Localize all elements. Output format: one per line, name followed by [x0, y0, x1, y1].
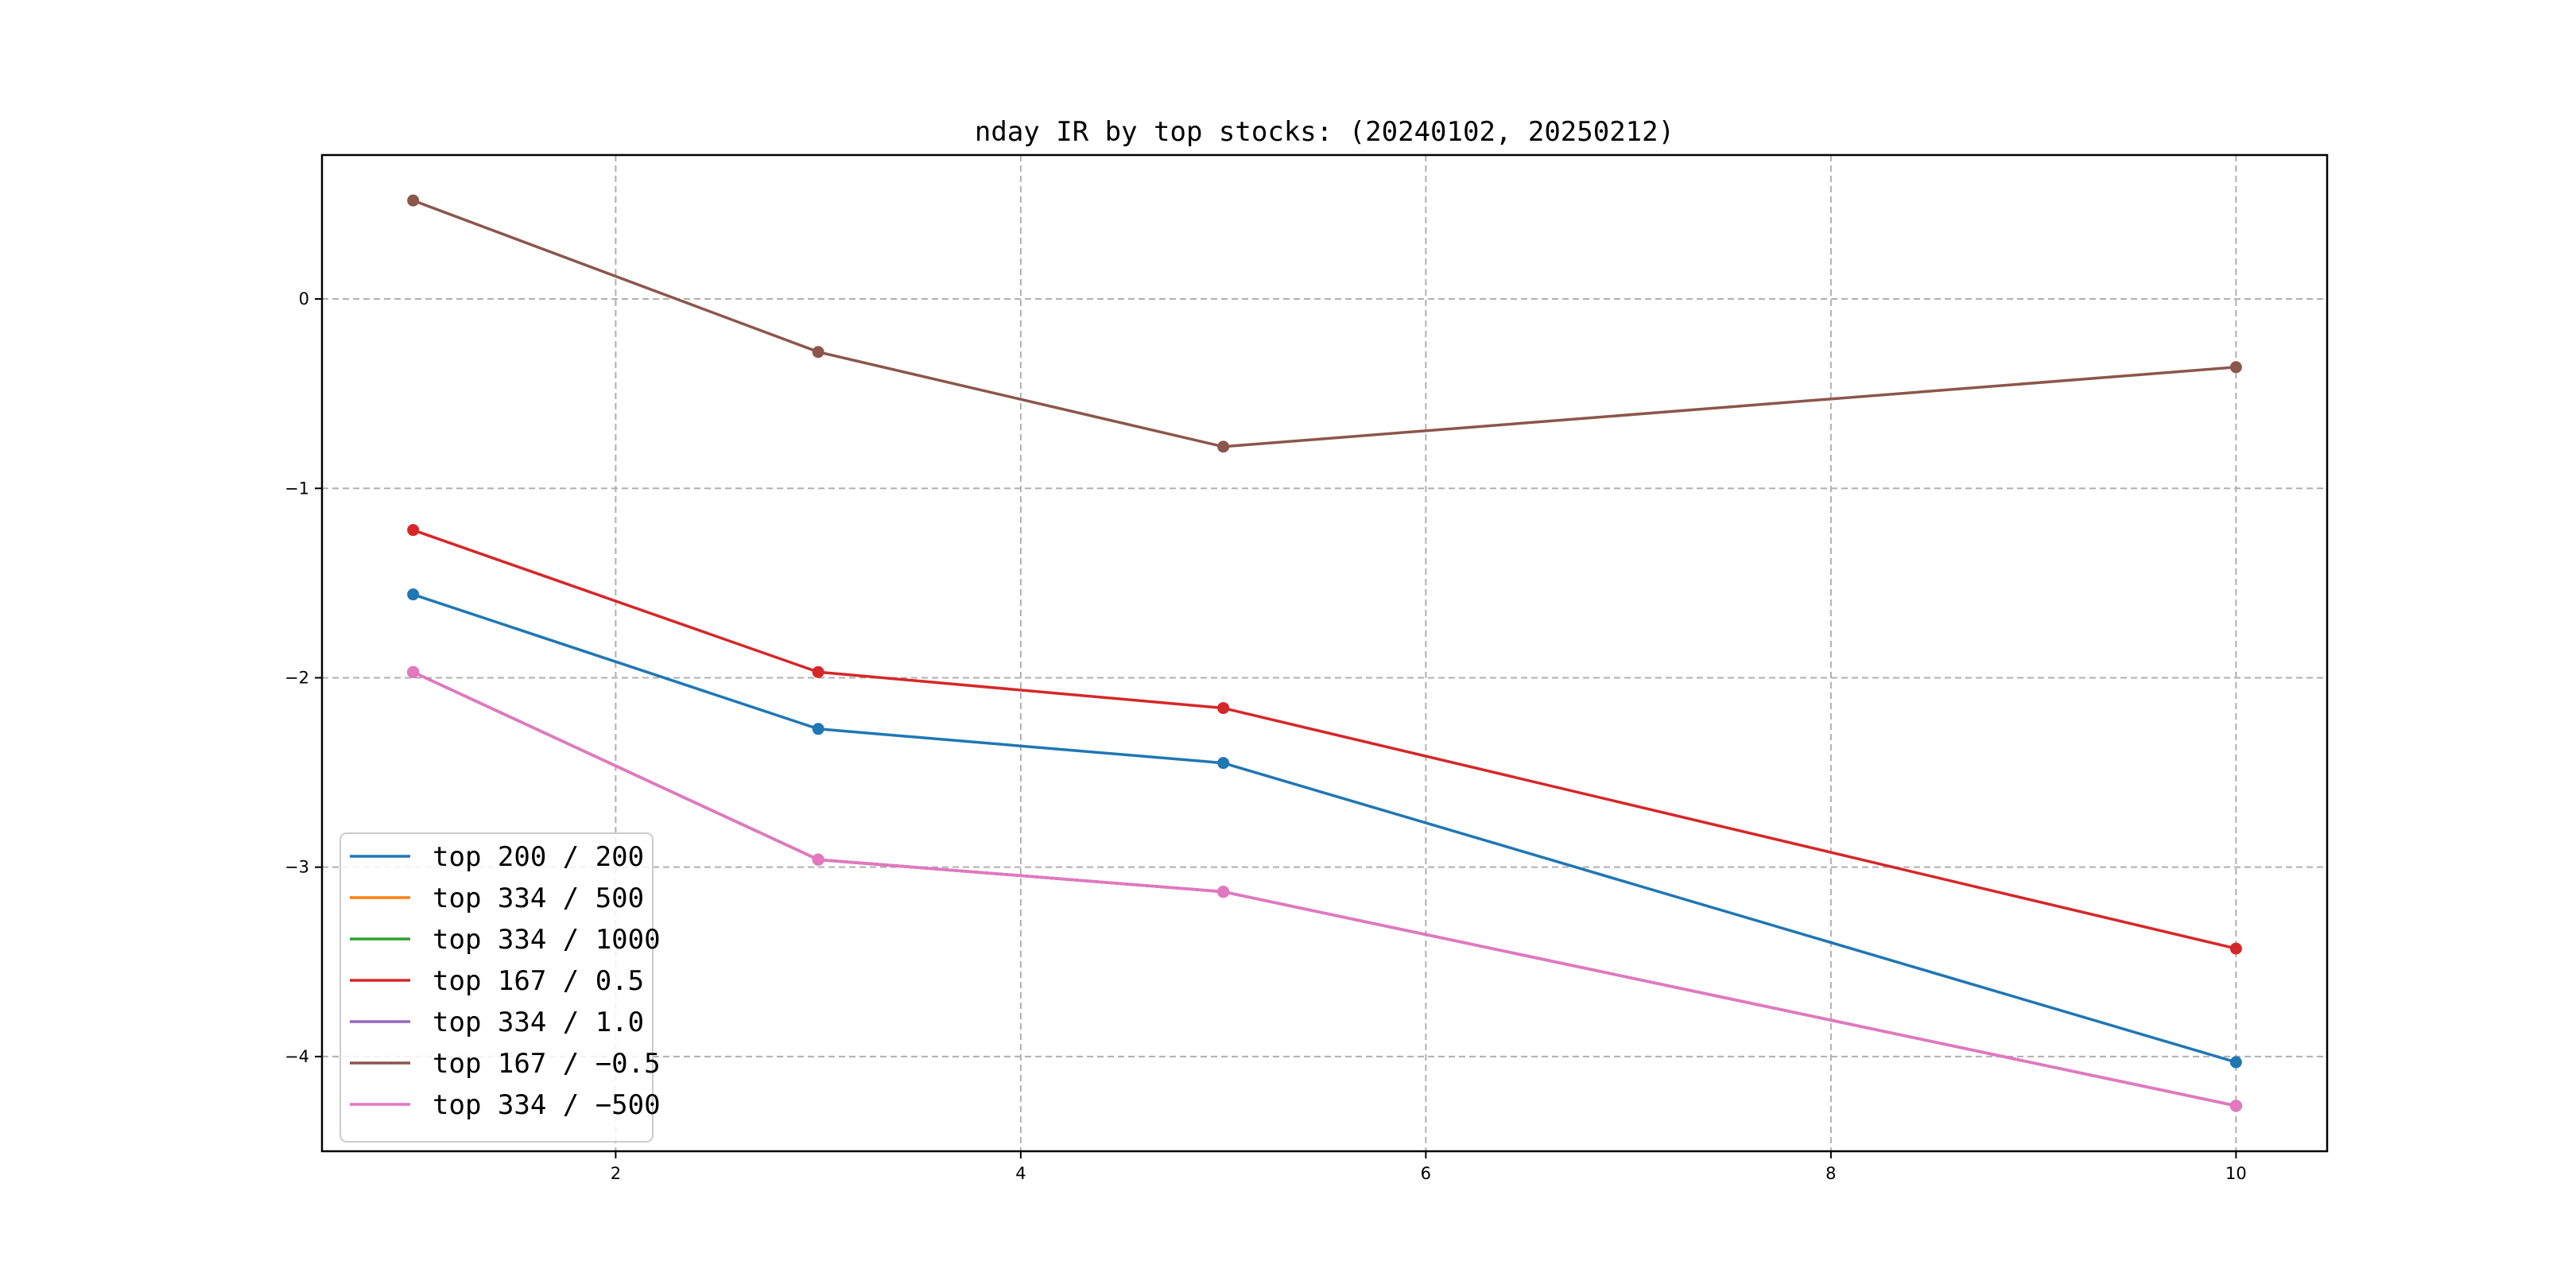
x-tick-label: 2 — [611, 1164, 621, 1183]
y-tick-label: −1 — [285, 479, 309, 498]
data-point — [407, 194, 420, 207]
legend-item: top 167 / 0.5 — [350, 965, 644, 997]
series-line — [413, 529, 2237, 950]
legend-item: top 200 / 200 — [350, 841, 644, 873]
x-tick-label: 8 — [1825, 1164, 1836, 1183]
series-6 — [407, 194, 2242, 453]
y-tick-label: 0 — [299, 289, 309, 308]
data-point — [2229, 361, 2242, 374]
series-7 — [407, 665, 2242, 1112]
axis-ticks: 2 4 6 8 10 0 −1 −2 −3 −4 — [285, 289, 2247, 1183]
data-point — [1217, 757, 1230, 770]
data-point — [407, 665, 420, 678]
legend: top 200 / 200 top 334 / 500 top 334 / 1000… — [339, 832, 661, 1143]
y-tick-label: −4 — [285, 1047, 309, 1066]
data-point — [407, 524, 420, 537]
grid-lines — [322, 155, 2327, 1151]
data-point — [2229, 1056, 2242, 1069]
data-point — [407, 588, 420, 601]
legend-box — [339, 832, 654, 1143]
x-tick-label: 4 — [1015, 1164, 1026, 1183]
plot-frame — [320, 153, 2329, 1153]
legend-label: top 334 / −500 — [433, 1089, 661, 1121]
legend-label: top 334 / 1.0 — [433, 1007, 644, 1038]
legend-label: top 167 / 0.5 — [433, 965, 644, 997]
series-line — [412, 670, 2237, 1108]
legend-item: top 334 / −500 — [350, 1089, 661, 1121]
legend-item: top 334 / 1.0 — [350, 1007, 644, 1038]
legend-label: top 200 / 200 — [433, 841, 644, 873]
series-line — [412, 670, 2237, 1108]
data-point — [2229, 942, 2242, 955]
x-tick-label: 6 — [1421, 1164, 1431, 1183]
series-line — [412, 670, 2237, 1108]
data-point — [812, 723, 824, 735]
data-point — [812, 665, 824, 678]
series-4 — [407, 524, 2242, 955]
series-line — [412, 670, 2237, 1108]
legend-label: top 334 / 1000 — [433, 924, 661, 956]
series-line — [412, 199, 2237, 448]
legend-label: top 334 / 500 — [433, 883, 644, 914]
data-point — [1217, 886, 1230, 898]
y-tick-label: −3 — [285, 858, 309, 877]
data-point — [1217, 440, 1230, 453]
series-line — [413, 593, 2237, 1064]
legend-item: top 334 / 500 — [350, 883, 644, 914]
legend-label: top 167 / −0.5 — [433, 1048, 661, 1080]
x-tick-label: 10 — [2225, 1164, 2247, 1183]
data-point — [1217, 702, 1230, 715]
data-point — [2229, 1100, 2242, 1112]
y-tick-label: −2 — [285, 668, 309, 687]
data-point — [812, 346, 824, 359]
legend-item: top 167 / −0.5 — [350, 1048, 661, 1080]
series-lines — [407, 194, 2242, 1112]
series-1 — [407, 588, 2242, 1069]
data-point — [812, 853, 824, 866]
legend-item: top 334 / 1000 — [350, 924, 661, 956]
chart-title: nday IR by top stocks: (20240102, 202502… — [975, 116, 1674, 148]
